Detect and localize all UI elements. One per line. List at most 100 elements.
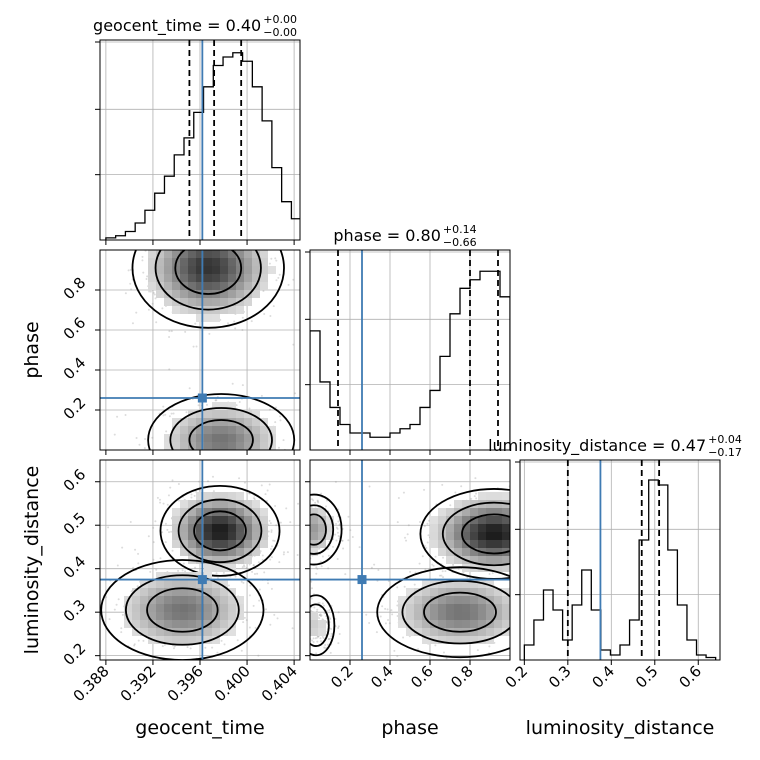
sample-point: [90, 614, 92, 616]
sample-point: [332, 545, 335, 548]
sample-point: [222, 236, 224, 238]
sample-point: [287, 283, 290, 286]
sample-point: [329, 651, 332, 654]
sample-point: [327, 554, 330, 557]
sample-point: [368, 622, 371, 625]
sample-point: [444, 570, 447, 573]
sample-point: [292, 343, 295, 346]
density-cell: [164, 580, 172, 588]
sample-point: [253, 498, 256, 501]
sample-point: [511, 523, 513, 525]
sample-point: [323, 646, 326, 649]
sample-point: [259, 472, 261, 474]
density-cell: [422, 636, 430, 644]
sample-point: [335, 522, 338, 525]
density-cell: [244, 410, 252, 418]
sample-point: [155, 568, 158, 571]
density-cell: [318, 524, 326, 532]
sample-point: [539, 525, 541, 527]
sample-point: [537, 552, 539, 554]
sample-point: [192, 225, 194, 227]
sample-point: [232, 241, 234, 243]
sample-point: [248, 246, 250, 248]
density-cell: [156, 596, 164, 604]
density-cell: [310, 516, 318, 524]
sample-point: [391, 613, 394, 616]
sample-point: [525, 544, 527, 546]
sample-point: [313, 606, 316, 609]
sample-point: [306, 551, 308, 553]
sample-point: [216, 577, 219, 580]
axes-labels: 0.388 0.392 0.396 0.400 0.404 geocent_time 0.2…: [21, 274, 714, 739]
sample-point: [242, 564, 245, 567]
sample-point: [514, 495, 516, 497]
density-cell: [454, 596, 462, 604]
sample-point: [243, 481, 246, 484]
density-cell: [220, 612, 228, 620]
density-cell: [260, 250, 268, 258]
sample-point: [273, 539, 276, 542]
sample-point: [306, 526, 308, 528]
sample-point: [545, 535, 547, 537]
sample-point: [319, 613, 322, 616]
sample-point: [113, 608, 116, 611]
density-cell: [326, 524, 334, 532]
density-cell: [196, 274, 204, 282]
sample-point: [152, 291, 155, 294]
sample-point: [221, 454, 223, 456]
sample-point: [321, 555, 324, 558]
sample-point: [254, 464, 256, 466]
sample-point: [129, 282, 132, 285]
density-cell: [196, 258, 204, 266]
density-cell: [220, 540, 228, 548]
density-cell: [422, 628, 430, 636]
density-cell: [236, 532, 244, 540]
sample-point: [210, 225, 212, 227]
density-cell: [228, 402, 236, 410]
density-cell: [220, 492, 228, 500]
sample-point: [181, 669, 183, 671]
sample-point: [217, 230, 219, 232]
density-cell: [204, 500, 212, 508]
sample-point: [173, 226, 175, 228]
density-cell: [414, 596, 422, 604]
sample-point: [242, 621, 245, 624]
sample-point: [517, 541, 519, 543]
x-tick-label: 0.2: [327, 662, 357, 692]
sample-point: [206, 241, 208, 243]
density-cell: [470, 524, 478, 532]
sample-point: [566, 617, 568, 619]
density-cell: [196, 620, 204, 628]
density-cell: [172, 532, 180, 540]
sample-point: [460, 485, 463, 488]
density-cell: [462, 532, 470, 540]
density-cell: [446, 604, 454, 612]
sample-point: [308, 526, 310, 528]
sample-point: [303, 510, 305, 512]
density-cell: [204, 282, 212, 290]
density-cell: [244, 282, 252, 290]
density-cell: [156, 250, 164, 258]
density-cell: [244, 516, 252, 524]
density-cell: [172, 274, 180, 282]
density-cell: [236, 508, 244, 516]
density-cell: [180, 548, 188, 556]
sample-point: [409, 570, 412, 573]
sample-point: [513, 528, 515, 530]
sample-point: [163, 202, 165, 204]
sample-point: [512, 557, 514, 559]
sample-point: [541, 521, 543, 523]
sample-point: [261, 554, 264, 557]
sample-point: [168, 335, 171, 338]
sample-point: [452, 563, 455, 566]
density-cell: [140, 620, 148, 628]
density-cell: [398, 620, 406, 628]
sample-point: [137, 497, 139, 499]
sample-point: [518, 519, 520, 521]
density-cell: [236, 274, 244, 282]
sample-point: [442, 576, 445, 579]
sample-point: [287, 548, 289, 550]
density-cell: [212, 620, 220, 628]
sample-point: [553, 512, 555, 514]
density-cell: [228, 306, 236, 314]
